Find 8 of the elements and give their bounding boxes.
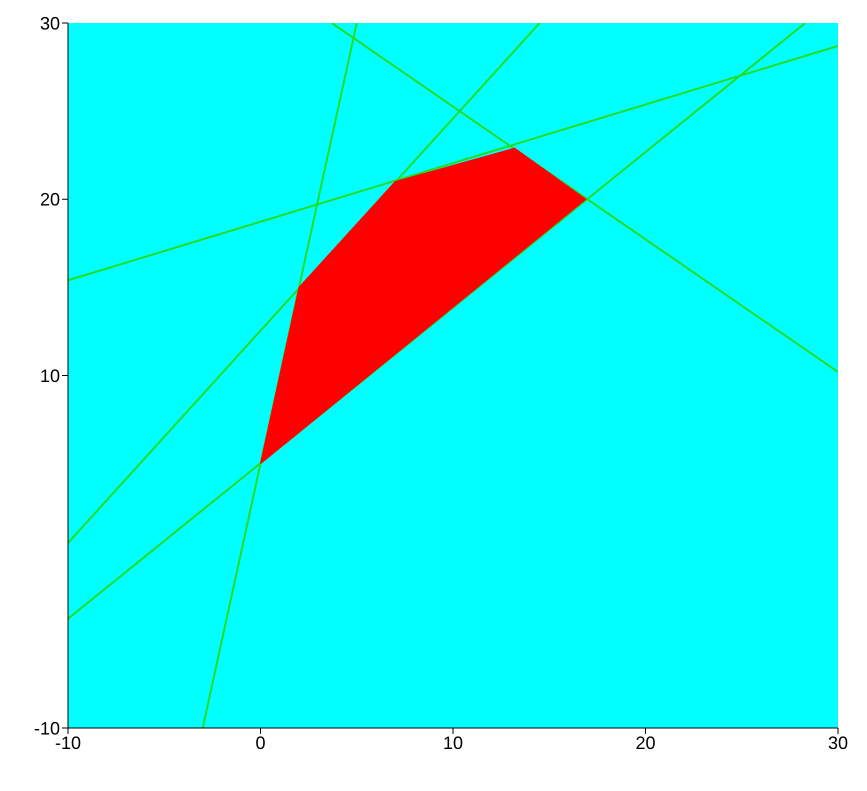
y-tick-label: -10 (34, 718, 60, 738)
y-tick-label: 10 (40, 366, 60, 386)
y-tick-label: 20 (40, 190, 60, 210)
y-tick-label: 30 (40, 13, 60, 34)
x-tick-label: 10 (442, 732, 464, 753)
x-tick-label: 30 (828, 732, 848, 753)
x-tick-label: 20 (635, 732, 656, 753)
x-tick-label: 0 (255, 732, 266, 753)
